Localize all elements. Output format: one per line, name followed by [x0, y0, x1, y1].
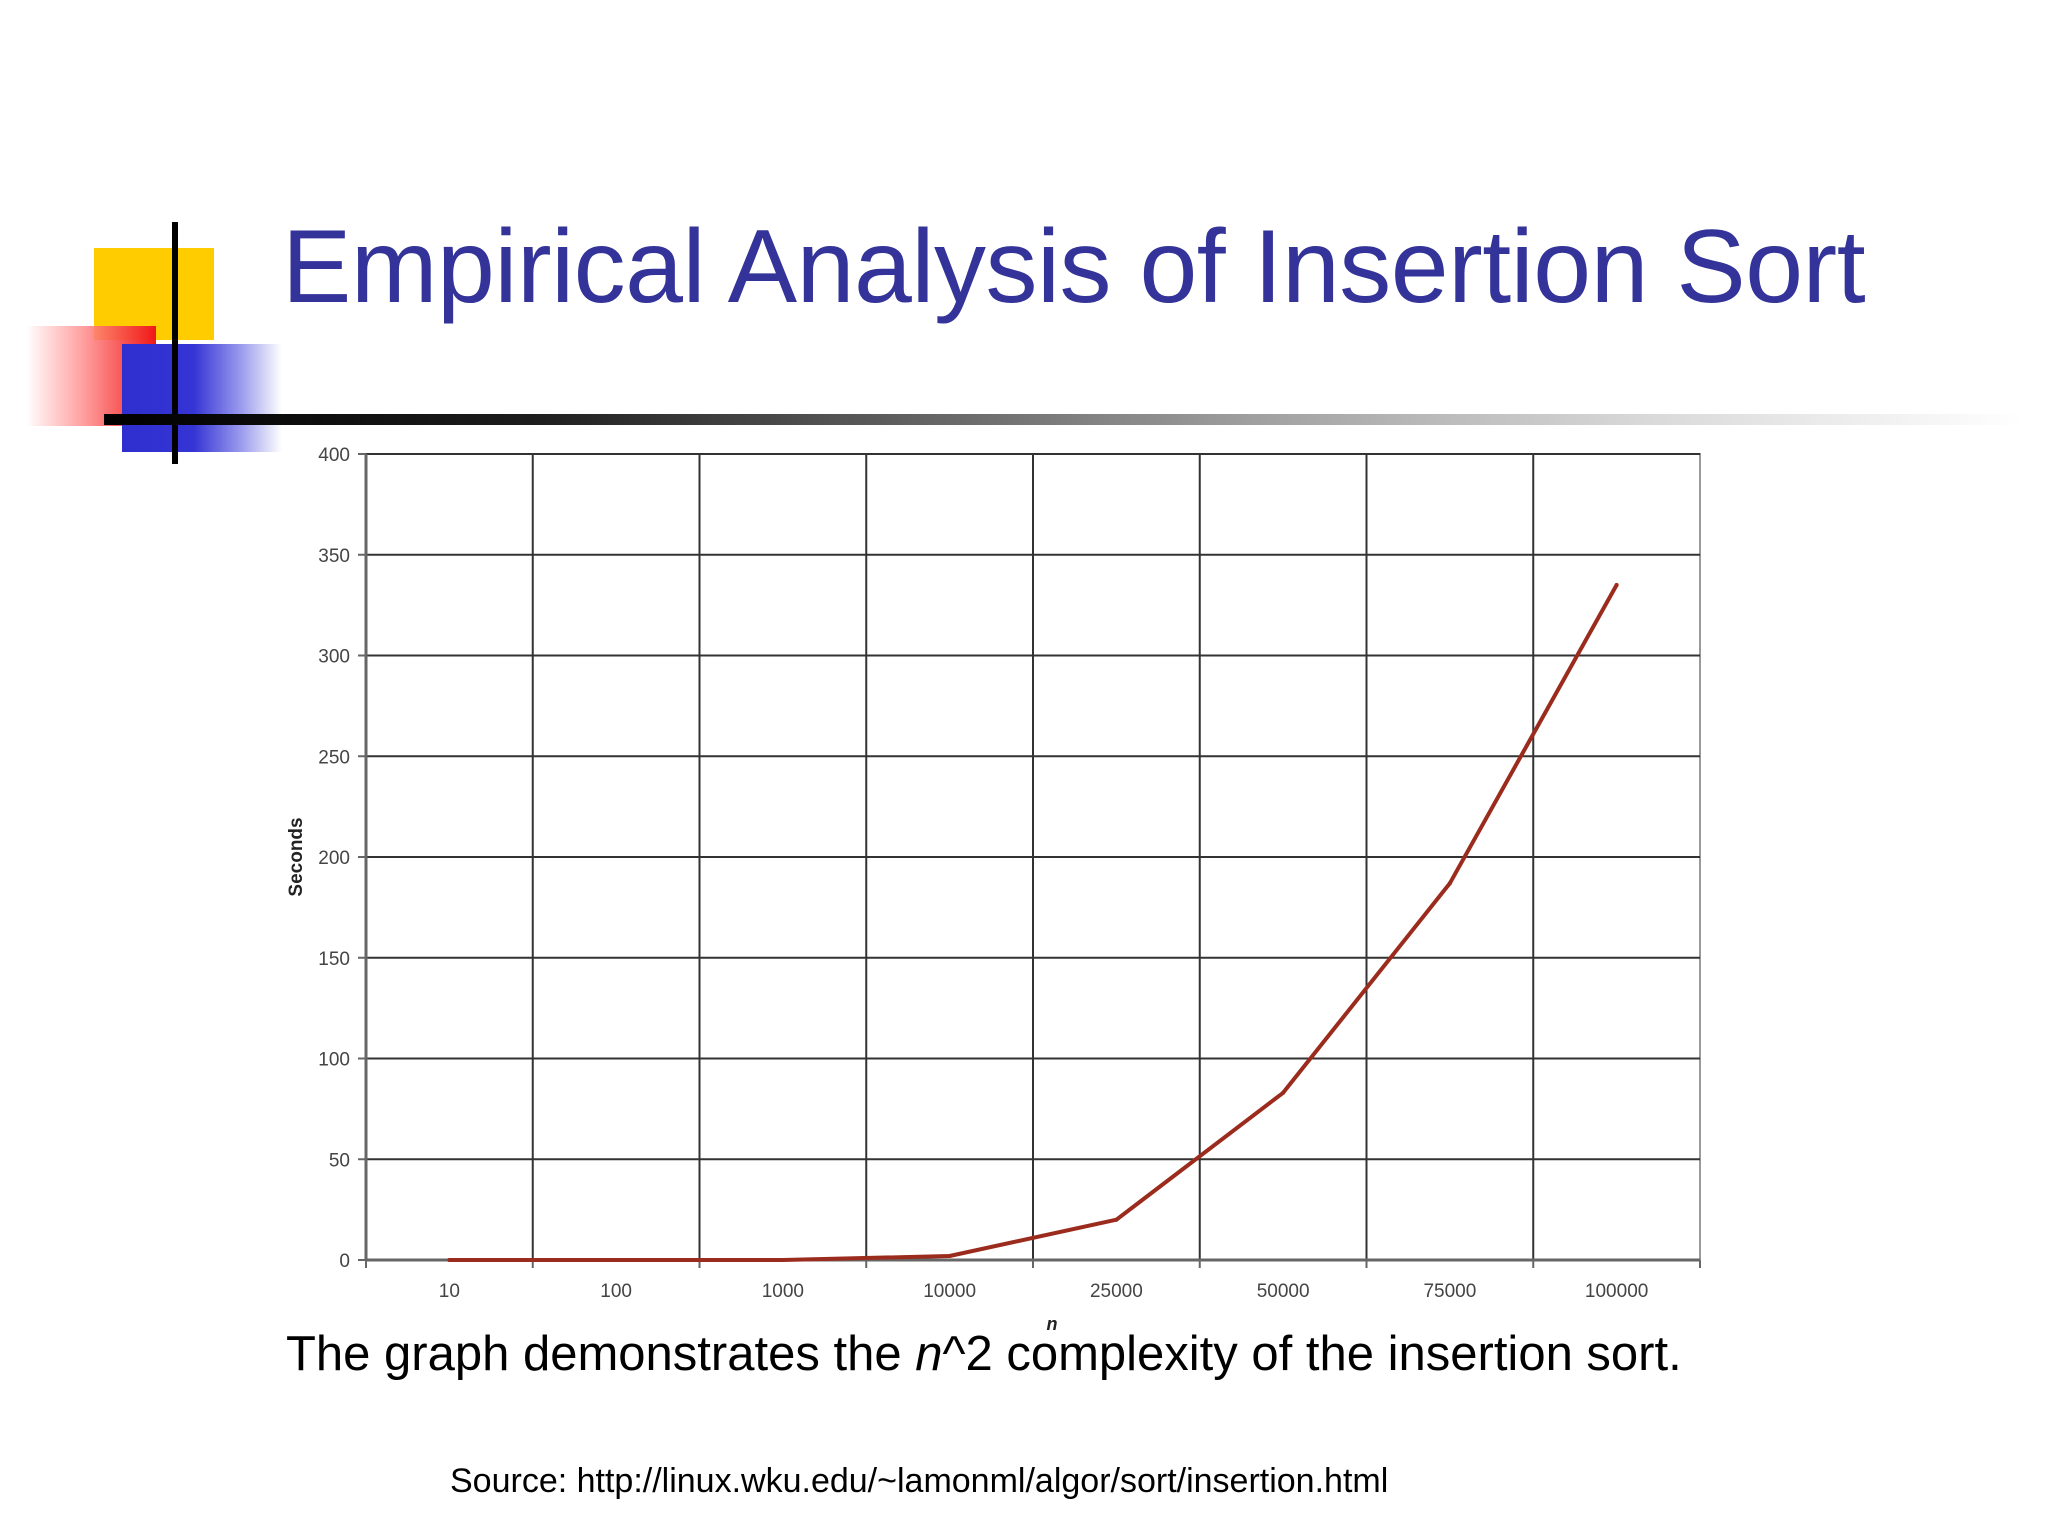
x-tick-label: 50000	[1257, 1281, 1310, 1302]
x-tick-label: 25000	[1090, 1281, 1143, 1302]
y-tick-label: 200	[318, 848, 350, 869]
x-tick-label: 100000	[1585, 1281, 1648, 1302]
data-point	[1114, 1217, 1119, 1222]
y-tick-label: 350	[318, 546, 350, 567]
y-tick-label: 100	[318, 1050, 350, 1071]
decor-blue-square	[122, 344, 282, 452]
y-tick-label: 400	[318, 445, 350, 466]
caption-text-italic-n: n	[915, 1327, 943, 1381]
x-tick-label: 10	[439, 1281, 460, 1302]
line-chart: 0 50 100 150 200 250 300 350 400 10 100 1000 10000 25…	[260, 430, 1720, 1350]
decor-yellow-square	[94, 248, 214, 340]
caption-text-start: The graph demonstrates the	[286, 1327, 916, 1381]
y-tick-label: 250	[318, 747, 350, 768]
y-tick-label: 300	[318, 647, 350, 668]
x-tick-label: 100	[600, 1281, 632, 1302]
data-point	[447, 1258, 452, 1262]
data-point	[1447, 881, 1452, 886]
chart-svg: 0 50 100 150 200 250 300 350 400 10 100 1000 10000 25…	[286, 445, 1701, 1334]
title-underline-rule	[104, 414, 2024, 425]
decor-vertical-line	[172, 222, 178, 464]
data-point	[780, 1258, 785, 1262]
x-axis-title: n	[1047, 1314, 1058, 1334]
data-point	[1281, 1090, 1286, 1095]
x-tick-label: 1000	[762, 1281, 804, 1302]
data-point	[947, 1253, 952, 1258]
y-tick-label: 150	[318, 949, 350, 970]
series-line	[447, 583, 1619, 1262]
slide-title: Empirical Analysis of Insertion Sort	[282, 209, 1866, 325]
caption-text-end: ^2 complexity of the insertion sort.	[942, 1327, 1682, 1381]
x-tick-label: 75000	[1423, 1281, 1476, 1302]
y-tick-label: 0	[339, 1251, 350, 1272]
data-point	[1614, 582, 1619, 587]
x-tick-label: 10000	[923, 1281, 976, 1302]
source-citation: Source: http://linux.wku.edu/~lamonml/al…	[450, 1462, 1389, 1500]
data-point	[614, 1258, 619, 1262]
y-tick-label: 50	[329, 1150, 350, 1171]
slide-caption: The graph demonstrates the n^2 complexit…	[286, 1326, 1682, 1382]
y-axis-title: Seconds	[286, 817, 307, 896]
